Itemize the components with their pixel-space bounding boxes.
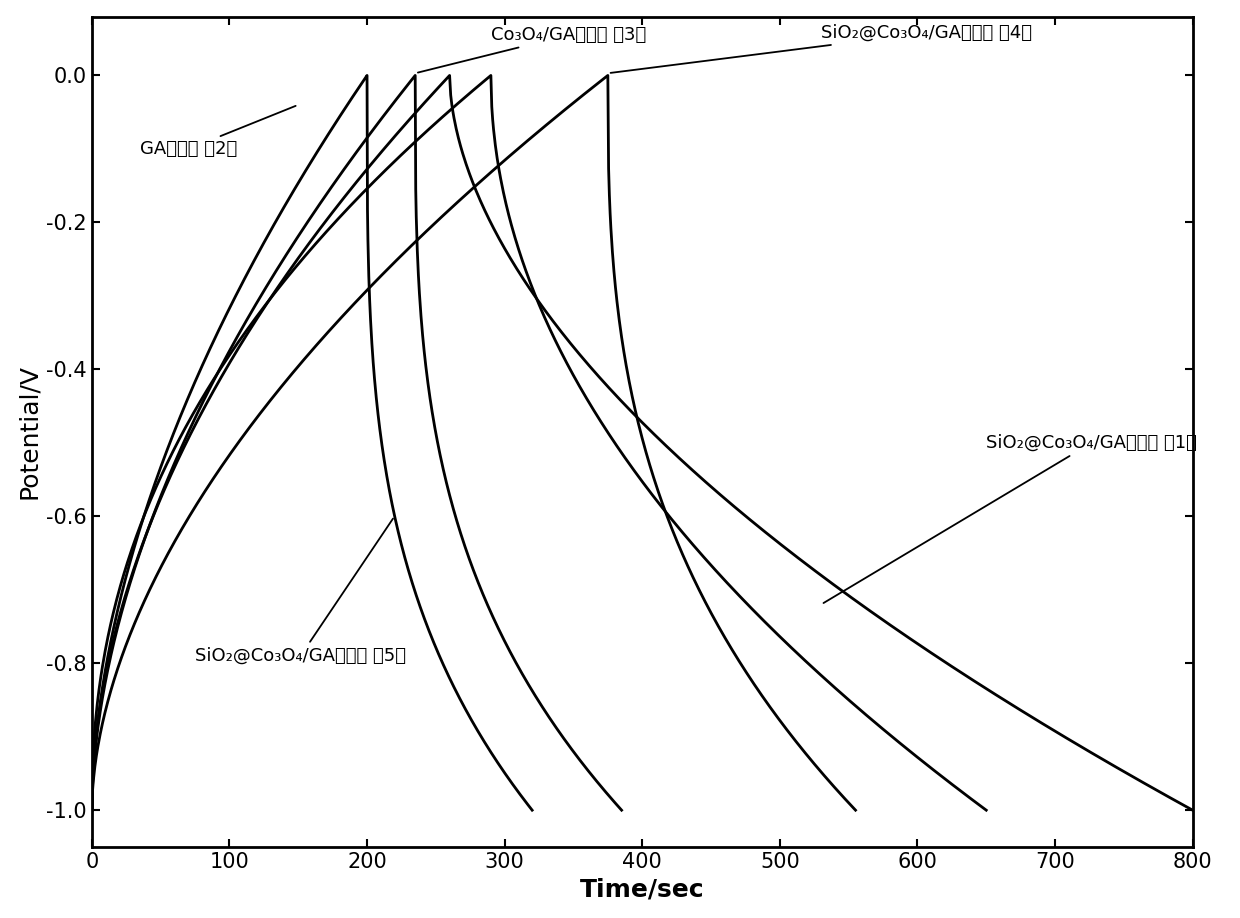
Text: Co₃O₄/GA（实施 例3）: Co₃O₄/GA（实施 例3） (418, 26, 646, 73)
Text: SiO₂@Co₃O₄/GA（实施 例1）: SiO₂@Co₃O₄/GA（实施 例1） (823, 434, 1197, 603)
Text: SiO₂@Co₃O₄/GA（实施 例5）: SiO₂@Co₃O₄/GA（实施 例5） (195, 519, 405, 665)
Text: GA（实施 例2）: GA（实施 例2） (140, 106, 295, 158)
Text: SiO₂@Co₃O₄/GA（实施 例4）: SiO₂@Co₃O₄/GA（实施 例4） (610, 24, 1032, 73)
X-axis label: Time/sec: Time/sec (580, 878, 704, 901)
Y-axis label: Potential/V: Potential/V (16, 364, 41, 499)
